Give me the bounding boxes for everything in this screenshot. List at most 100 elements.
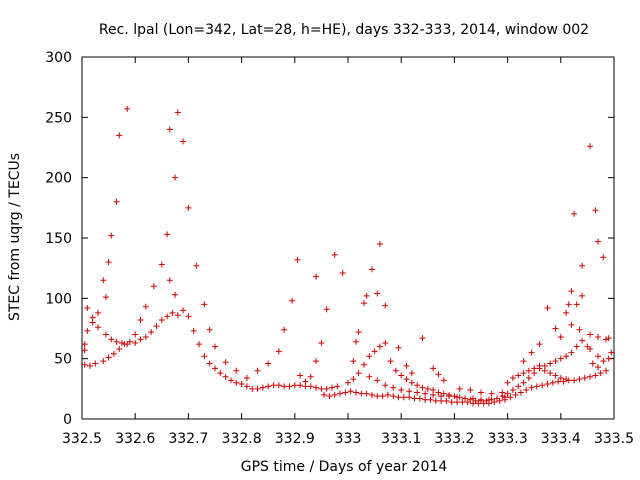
x-tick-label: 332.6 bbox=[115, 431, 155, 447]
data-point bbox=[408, 379, 415, 386]
data-point bbox=[374, 393, 381, 400]
x-axis-label: GPS time / Days of year 2014 bbox=[241, 459, 448, 475]
data-point bbox=[81, 347, 88, 354]
data-point bbox=[568, 288, 575, 295]
data-point bbox=[512, 391, 519, 398]
data-point bbox=[172, 291, 179, 298]
data-point bbox=[352, 338, 359, 345]
data-point bbox=[105, 354, 112, 361]
data-point bbox=[185, 313, 192, 320]
y-tick-label: 50 bbox=[54, 352, 72, 368]
data-point bbox=[169, 309, 176, 316]
data-point bbox=[509, 374, 516, 381]
data-point bbox=[363, 390, 370, 397]
x-tick-label: 332.5 bbox=[62, 431, 102, 447]
data-point bbox=[406, 394, 413, 401]
data-point bbox=[592, 207, 599, 214]
data-point bbox=[323, 306, 330, 313]
data-point bbox=[605, 355, 612, 362]
plot-frame bbox=[81, 56, 615, 420]
data-point bbox=[467, 396, 474, 403]
data-point bbox=[557, 333, 564, 340]
data-point bbox=[414, 389, 421, 396]
data-point bbox=[201, 353, 208, 360]
data-point bbox=[573, 343, 580, 350]
data-point bbox=[94, 309, 101, 316]
data-point bbox=[459, 399, 466, 406]
data-point bbox=[395, 394, 402, 401]
data-point bbox=[376, 343, 383, 350]
y-tick-label: 0 bbox=[63, 412, 72, 428]
data-point bbox=[563, 376, 570, 383]
data-point bbox=[544, 381, 551, 388]
x-tick-label: 332.7 bbox=[168, 431, 208, 447]
data-point bbox=[525, 374, 532, 381]
data-point bbox=[603, 367, 610, 374]
data-point bbox=[326, 393, 333, 400]
data-point bbox=[390, 393, 397, 400]
data-point bbox=[587, 373, 594, 380]
data-point bbox=[350, 376, 357, 383]
data-point bbox=[217, 370, 224, 377]
data-point bbox=[395, 344, 402, 351]
data-point bbox=[347, 388, 354, 395]
data-point bbox=[435, 389, 442, 396]
data-point bbox=[581, 374, 588, 381]
data-point bbox=[100, 277, 107, 284]
data-point bbox=[485, 396, 492, 403]
data-point bbox=[132, 339, 139, 346]
data-point bbox=[432, 397, 439, 404]
data-point bbox=[158, 261, 165, 268]
data-point bbox=[422, 390, 429, 397]
data-point bbox=[206, 360, 213, 367]
data-point bbox=[411, 395, 418, 402]
data-point bbox=[132, 331, 139, 338]
data-point bbox=[547, 360, 554, 367]
data-point bbox=[440, 377, 447, 384]
data-point bbox=[528, 349, 535, 356]
data-points bbox=[81, 105, 615, 407]
y-tick-label: 200 bbox=[45, 171, 72, 187]
data-point bbox=[552, 325, 559, 332]
data-point bbox=[600, 358, 607, 365]
data-point bbox=[118, 339, 125, 346]
x-tick-label: 332.9 bbox=[275, 431, 315, 447]
data-point bbox=[579, 337, 586, 344]
x-tick-label: 333.5 bbox=[594, 431, 634, 447]
data-point bbox=[281, 383, 288, 390]
data-point bbox=[329, 384, 336, 391]
data-point bbox=[363, 292, 370, 299]
data-point bbox=[374, 377, 381, 384]
data-point bbox=[302, 378, 309, 385]
data-point bbox=[557, 355, 564, 362]
data-point bbox=[549, 379, 556, 386]
y-tick-label: 150 bbox=[45, 231, 72, 247]
data-point bbox=[382, 302, 389, 309]
data-point bbox=[368, 266, 375, 273]
data-point bbox=[515, 383, 522, 390]
data-point bbox=[595, 238, 602, 245]
data-point bbox=[116, 132, 123, 139]
data-point bbox=[592, 372, 599, 379]
data-point bbox=[504, 379, 511, 386]
data-point bbox=[108, 336, 115, 343]
y-axis-label: STEC from uqrg / TECUs bbox=[7, 153, 23, 321]
data-point bbox=[467, 387, 474, 394]
data-point bbox=[212, 343, 218, 350]
data-point bbox=[547, 370, 554, 377]
x-tick-label: 333.2 bbox=[434, 431, 474, 447]
data-point bbox=[86, 362, 93, 369]
data-point bbox=[462, 395, 469, 402]
data-point bbox=[608, 349, 615, 356]
data-point bbox=[281, 326, 288, 333]
data-point bbox=[539, 382, 546, 389]
data-point bbox=[137, 317, 144, 324]
data-point bbox=[563, 353, 570, 360]
data-point bbox=[419, 335, 426, 342]
data-point bbox=[571, 210, 578, 217]
data-point bbox=[568, 349, 575, 356]
data-point bbox=[605, 335, 612, 342]
data-point bbox=[313, 358, 320, 365]
data-point bbox=[379, 393, 386, 400]
data-point bbox=[504, 390, 511, 397]
